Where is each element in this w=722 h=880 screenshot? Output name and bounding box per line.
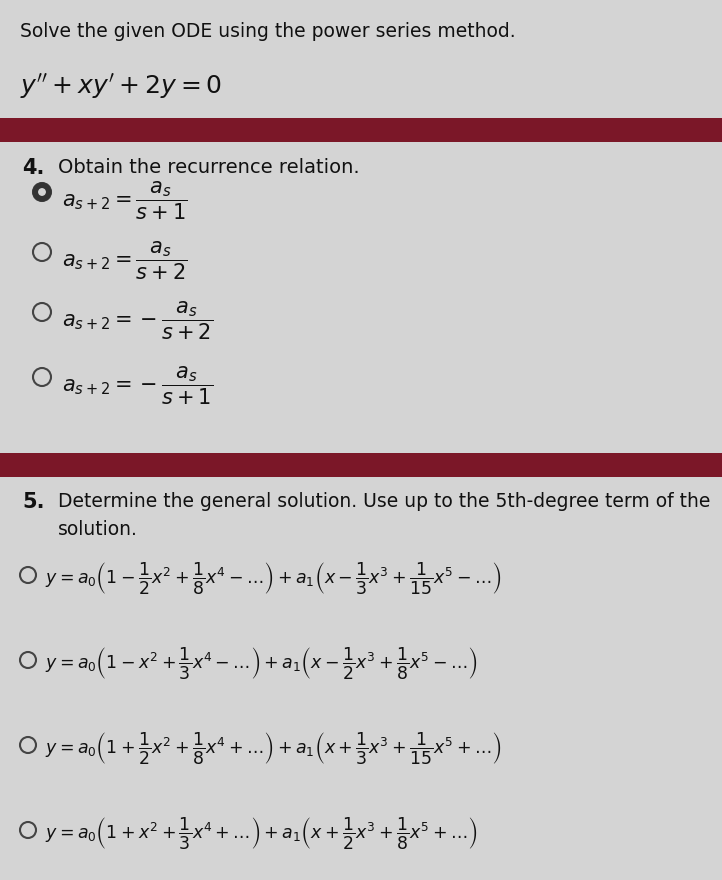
Text: $y'' + xy' + 2y = 0$: $y'' + xy' + 2y = 0$ <box>20 72 222 101</box>
Text: 5.: 5. <box>22 492 45 512</box>
Text: solution.: solution. <box>58 520 138 539</box>
Text: $a_{s+2} = \dfrac{a_s}{s+1}$: $a_{s+2} = \dfrac{a_s}{s+1}$ <box>62 180 188 222</box>
Bar <box>0 453 722 477</box>
Text: $a_{s+2} = \dfrac{a_s}{s+2}$: $a_{s+2} = \dfrac{a_s}{s+2}$ <box>62 240 188 282</box>
Text: $y = a_0\left(1 - \dfrac{1}{2}x^2 + \dfrac{1}{8}x^4 - \ldots\right) + a_1\left(x: $y = a_0\left(1 - \dfrac{1}{2}x^2 + \dfr… <box>45 560 502 596</box>
Text: $y = a_0\left(1 + x^2 + \dfrac{1}{3}x^4 + \ldots\right) + a_1\left(x + \dfrac{1}: $y = a_0\left(1 + x^2 + \dfrac{1}{3}x^4 … <box>45 815 478 851</box>
Text: Determine the general solution. Use up to the 5th-degree term of the: Determine the general solution. Use up t… <box>58 492 710 511</box>
Text: $y = a_0\left(1 - x^2 + \dfrac{1}{3}x^4 - \ldots\right) + a_1\left(x - \dfrac{1}: $y = a_0\left(1 - x^2 + \dfrac{1}{3}x^4 … <box>45 645 478 681</box>
Text: $y = a_0\left(1 + \dfrac{1}{2}x^2 + \dfrac{1}{8}x^4 + \ldots\right) + a_1\left(x: $y = a_0\left(1 + \dfrac{1}{2}x^2 + \dfr… <box>45 730 502 766</box>
Text: Obtain the recurrence relation.: Obtain the recurrence relation. <box>58 158 360 177</box>
Bar <box>0 118 722 142</box>
Text: Solve the given ODE using the power series method.: Solve the given ODE using the power seri… <box>20 22 516 41</box>
Text: $a_{s+2} = -\dfrac{a_s}{s+2}$: $a_{s+2} = -\dfrac{a_s}{s+2}$ <box>62 300 213 342</box>
Text: 4.: 4. <box>22 158 44 178</box>
Text: $a_{s+2} = -\dfrac{a_s}{s+1}$: $a_{s+2} = -\dfrac{a_s}{s+1}$ <box>62 365 213 407</box>
